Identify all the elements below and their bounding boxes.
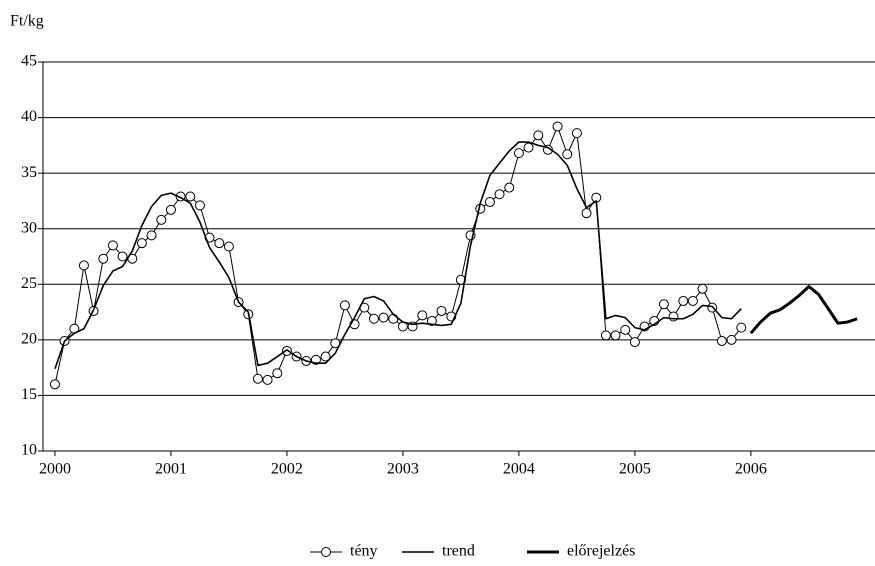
x-tick-label: 2000 (39, 461, 71, 478)
data-point (426, 315, 437, 326)
data-point (388, 313, 399, 324)
y-tick-label: 15 (21, 386, 37, 403)
y-tick-label: 35 (21, 164, 37, 181)
data-point (78, 260, 89, 271)
legend-label: tény (350, 543, 378, 560)
data-point (513, 148, 524, 159)
y-axis-label: Ft/kg (10, 13, 44, 30)
x-tick-label: 2001 (155, 461, 187, 478)
data-point (436, 305, 447, 316)
data-point (49, 379, 60, 390)
data-point (716, 335, 727, 346)
data-point (165, 204, 176, 215)
data-point (629, 337, 640, 348)
data-point (658, 299, 669, 310)
data-point (281, 345, 292, 356)
data-point (533, 130, 544, 141)
data-point (214, 238, 225, 249)
data-point (262, 374, 273, 385)
legend-marker (321, 547, 331, 557)
data-point (146, 230, 157, 241)
data-point (252, 373, 263, 384)
data-point (620, 324, 631, 335)
x-tick-label: 2004 (503, 461, 535, 478)
data-point (378, 312, 389, 323)
data-point (156, 214, 167, 225)
data-point (610, 330, 621, 341)
data-point (98, 253, 109, 264)
data-point (581, 208, 592, 219)
data-point (668, 311, 679, 322)
y-tick-label: 25 (21, 275, 37, 292)
legend-label: trend (442, 543, 475, 560)
data-point (320, 351, 331, 362)
data-point (368, 313, 379, 324)
data-point (107, 240, 118, 251)
data-point (678, 295, 689, 306)
legend-label: előrejelzés (567, 543, 635, 560)
y-tick-label: 40 (21, 108, 37, 125)
data-point (523, 142, 534, 153)
y-tick-label: 10 (21, 442, 37, 459)
data-point (117, 251, 128, 262)
data-point (687, 295, 698, 306)
data-point (484, 197, 495, 208)
y-tick-label: 30 (21, 219, 37, 236)
data-point (136, 238, 147, 249)
data-point (417, 310, 428, 321)
data-point (552, 121, 563, 132)
data-point (494, 189, 505, 200)
data-point (194, 200, 205, 211)
series-line (54, 141, 742, 370)
data-point (600, 330, 611, 341)
series-line (749, 285, 858, 335)
data-point (504, 182, 515, 193)
data-point (697, 283, 708, 294)
data-point (726, 334, 737, 345)
data-point (571, 128, 582, 139)
x-tick-label: 2006 (735, 461, 767, 478)
data-point (223, 241, 234, 252)
data-point (736, 322, 747, 333)
x-tick-label: 2003 (387, 461, 419, 478)
y-tick-label: 20 (21, 331, 37, 348)
data-point (339, 300, 350, 311)
data-point (272, 368, 283, 379)
x-tick-label: 2002 (271, 461, 303, 478)
x-tick-label: 2005 (619, 461, 651, 478)
data-point (562, 149, 573, 160)
y-tick-label: 45 (21, 53, 37, 70)
data-point (185, 191, 196, 202)
